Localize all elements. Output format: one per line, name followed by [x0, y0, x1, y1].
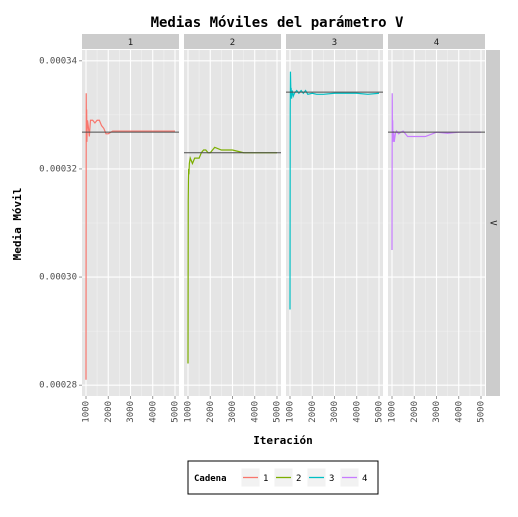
legend-label: 3: [329, 474, 334, 484]
facet-panel-2: 2 1000 2000 3000 4000 5000: [184, 34, 283, 423]
x-tick-label: 3000: [228, 401, 238, 423]
facet-panel-1: 1 1000 2000 3000 4000 5000: [82, 34, 181, 423]
chart-title: Medias Móviles del parámetro V: [151, 15, 404, 31]
top-strip-background: [82, 34, 179, 49]
top-strip-background: [184, 34, 281, 49]
top-strip-background: [286, 34, 383, 49]
series-line-cadena-1: [85, 93, 175, 380]
top-strip-background: [388, 34, 485, 49]
x-tick-label: 5000: [273, 401, 283, 423]
top-strip-label: 3: [332, 38, 337, 48]
y-tick-label: 0.00032: [39, 164, 77, 174]
x-tick-label: 4000: [454, 401, 464, 423]
legend: Cadena 1 2 3 4: [187, 460, 379, 495]
top-strip-label: 1: [128, 38, 133, 48]
legend-entry-1: 1: [240, 467, 268, 488]
right-strip-label: V: [488, 220, 498, 226]
x-tick-label: 4000: [148, 401, 158, 423]
legend-label: 1: [263, 474, 268, 484]
x-tick-label: 4000: [250, 401, 260, 423]
x-tick-label: 3000: [432, 401, 442, 423]
facet-panels: 1 1000 2000 3000 4000 5000 2 1000 2000 3000 4000 50…: [82, 34, 487, 423]
x-tick-label: 5000: [375, 401, 385, 423]
y-tick-label: 0.00034: [39, 56, 77, 66]
top-strip-label: 4: [434, 38, 439, 48]
y-tick-label: 0.00030: [39, 273, 77, 283]
x-tick-label: 1000: [184, 401, 194, 423]
x-tick-label: 1000: [82, 401, 92, 423]
x-tick-label: 2000: [206, 401, 216, 423]
top-strip-label: 2: [230, 38, 235, 48]
legend-entry-2: 2: [273, 467, 301, 488]
facet-panel-3: 3 1000 2000 3000 4000 5000: [286, 34, 385, 423]
legend-entry-3: 3: [306, 467, 334, 488]
x-tick-label: 4000: [352, 401, 362, 423]
y-tick-label: 0.00028: [39, 381, 77, 391]
legend-title: Cadena: [194, 474, 227, 484]
y-axis-ticks: 0.00028 0.00030 0.00032 0.00034: [39, 56, 82, 391]
right-strip-background: [486, 50, 500, 396]
x-tick-label: 1000: [388, 401, 398, 423]
x-tick-label: 1000: [286, 401, 296, 423]
legend-entry-4: 4: [339, 467, 367, 488]
x-tick-label: 3000: [126, 401, 136, 423]
x-tick-label: 2000: [104, 401, 114, 423]
x-tick-label: 5000: [171, 401, 181, 423]
x-tick-label: 3000: [330, 401, 340, 423]
legend-label: 2: [296, 474, 301, 484]
y-axis-title: Media Móvil: [11, 188, 24, 261]
x-tick-label: 5000: [477, 401, 487, 423]
x-tick-label: 2000: [410, 401, 420, 423]
legend-label: 4: [362, 474, 367, 484]
right-facet-strip: V: [486, 50, 500, 396]
x-axis-title: Iteración: [253, 434, 313, 447]
x-tick-label: 2000: [308, 401, 318, 423]
facet-panel-4: 4 1000 2000 3000 4000 5000: [388, 34, 487, 423]
